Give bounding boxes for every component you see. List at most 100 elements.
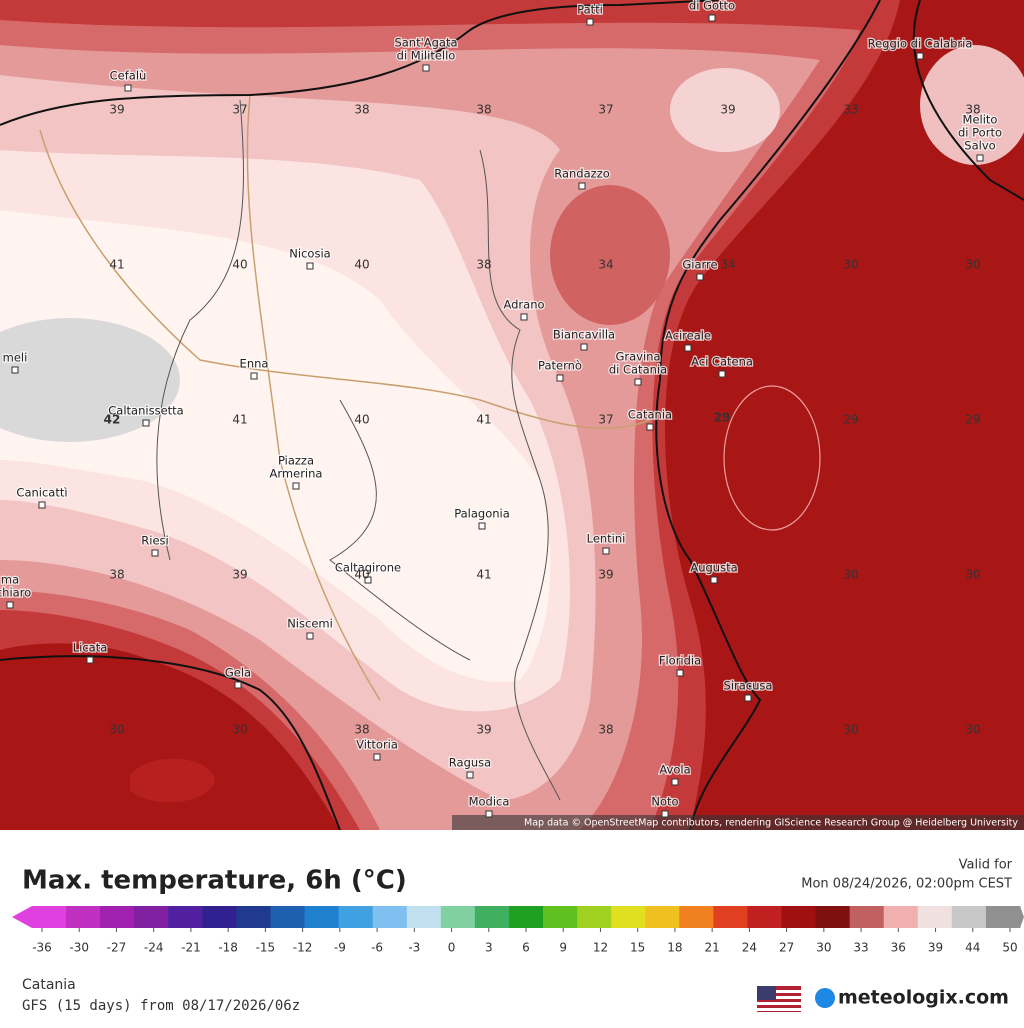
place-marker [661,810,669,818]
place-name: ma [1,573,19,587]
colorbar-segment [577,906,612,928]
colorbar-tick-label: 0 [448,941,456,955]
place-name: Randazzo [554,167,610,181]
place-name: Caltagirone [335,561,401,575]
temperature-value: 38 [109,568,124,582]
colorbar-tick-label: -30 [69,941,89,955]
place-name: Paternò [538,359,582,373]
place-name: Armerina [270,467,323,481]
colorbar-tick-label: 33 [853,941,868,955]
temperature-value: 41 [476,413,491,427]
colorbar-segment [406,906,442,928]
temperature-value: 37 [598,413,613,427]
place-name: Palagonia [454,507,510,521]
colorbar-segment [304,906,340,928]
place-name: Licata [73,641,108,655]
place-name: di Porto [958,126,1002,140]
place-marker [671,778,679,786]
temperature-value: 40 [354,568,369,582]
colorbar-segment [781,906,817,928]
place-name: Melito [963,113,998,127]
location: Catania [22,977,76,993]
place-name: Avola [659,763,690,777]
place-marker [744,694,752,702]
place-marker [151,549,159,557]
colorbar-segment [66,906,101,928]
colorbar-segment [951,906,987,928]
temperature-value: 30 [843,568,858,582]
place-name: Vittoria [356,738,398,752]
place-name: meli [3,351,28,365]
place-name: Gravina [615,350,660,364]
place-name: Gela [225,666,251,680]
place-marker [466,771,474,779]
place-name: Niscemi [287,617,333,631]
place-marker [250,372,258,380]
colorbar-tick-label: 44 [965,941,980,955]
temperature-value: 30 [843,723,858,737]
colorbar-tick-label: 15 [630,941,645,955]
place-name: di Militello [397,49,456,63]
colorbar-segment [883,906,919,928]
colorbar-tick-label: 39 [928,941,943,955]
temperature-value: 30 [965,258,980,272]
place-name: Catania [628,408,672,422]
colorbar-tick-label: 3 [485,941,493,955]
colorbar-segment [32,906,67,928]
colorbar-segment [611,906,646,928]
place-marker [124,84,132,92]
colorbar-tick-label: 9 [559,941,567,955]
place-name: Riesi [141,534,168,548]
place-name: Acireale [665,329,711,343]
colorbar-segment [270,906,306,928]
colorbar-segment [508,906,544,928]
colorbar-tick-label: -12 [293,941,313,955]
temperature-value: 30 [965,568,980,582]
place-marker [373,753,381,761]
colorbar-tick-label: -36 [32,941,52,955]
colorbar-tick-label: 36 [891,941,906,955]
temperature-value: 38 [965,103,980,117]
colorbar-segment [202,906,237,928]
colorbar-tick-label: -6 [371,941,383,955]
place-marker [485,810,493,818]
colorbar-tick-label: -18 [218,941,238,955]
temperature-value: 38 [354,723,369,737]
place-marker [684,344,692,352]
colorbar-tick-label: -27 [107,941,127,955]
temperature-value: 42 [104,413,121,427]
colorbar-end [12,906,32,928]
place-marker [634,378,642,386]
temperature-value: 33 [843,103,858,117]
colorbar-segment [645,906,680,928]
place-name: Noto [651,795,678,809]
colorbar-segment [338,906,374,928]
temperature-value: 29 [843,413,858,427]
colorbar-segment [849,906,885,928]
colorbar-tick-label: 18 [667,941,682,955]
place-marker [710,576,718,584]
colorbar-tick-label: -3 [408,941,420,955]
colorbar-tick-label: -21 [181,941,201,955]
place-name: Ragusa [449,756,491,770]
place-marker [234,681,242,689]
place-marker [916,52,924,60]
place-marker [646,423,654,431]
temperature-value: 41 [476,568,491,582]
temperature-value: 38 [476,103,491,117]
temperature-value: 39 [598,568,613,582]
colorbar-tick-label: 21 [705,941,720,955]
place-marker [38,501,46,509]
legend-title: Max. temperature, 6h (°C) [22,866,407,896]
brand[interactable]: meteologix.com [838,987,1009,1009]
valid-label: Valid for [959,858,1013,873]
place-name: echiaro [0,586,31,600]
colorbar-tick-label: 50 [1002,941,1017,955]
temperature-value: 30 [843,258,858,272]
colorbar-tick-label: -9 [334,941,346,955]
temperature-value: 34 [720,258,735,272]
place-marker [86,656,94,664]
place-name: Canicattì [16,486,67,500]
colorbar-tick-label: 12 [593,941,608,955]
